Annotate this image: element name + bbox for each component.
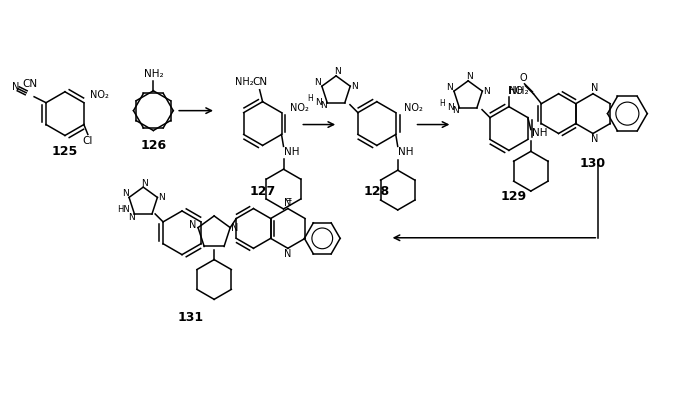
Text: NH₂: NH₂: [509, 86, 528, 96]
Text: N: N: [452, 106, 458, 115]
Text: N: N: [592, 83, 598, 93]
Text: N: N: [12, 82, 19, 92]
Text: N: N: [351, 82, 358, 91]
Text: N: N: [320, 101, 327, 110]
Text: 128: 128: [364, 184, 390, 197]
Text: N: N: [284, 197, 292, 208]
Text: N: N: [334, 67, 340, 76]
Text: 125: 125: [52, 145, 78, 158]
Text: CN: CN: [252, 77, 267, 87]
Text: N: N: [122, 189, 129, 198]
Text: N: N: [592, 135, 598, 144]
Text: CN: CN: [22, 79, 38, 89]
Text: N: N: [141, 179, 148, 188]
Text: Cl: Cl: [83, 136, 93, 146]
Text: N: N: [315, 98, 321, 107]
Text: NH: NH: [284, 147, 299, 157]
Text: NH₂: NH₂: [235, 77, 254, 87]
Text: H: H: [307, 94, 313, 103]
Text: NO₂: NO₂: [290, 103, 309, 113]
Text: N: N: [158, 193, 164, 202]
Text: H: H: [440, 99, 445, 108]
Text: NO₂: NO₂: [404, 103, 423, 113]
Text: NH₂: NH₂: [144, 69, 163, 79]
Text: NH: NH: [532, 129, 547, 138]
Text: 127: 127: [249, 184, 276, 197]
Text: 126: 126: [140, 139, 167, 152]
Text: N: N: [447, 83, 454, 92]
Text: HN: HN: [117, 206, 130, 215]
Text: N: N: [483, 86, 490, 95]
Text: NO₂: NO₂: [90, 90, 109, 100]
Text: N: N: [284, 249, 292, 259]
Text: N: N: [128, 213, 135, 222]
Text: 131: 131: [178, 311, 204, 324]
Text: O: O: [519, 73, 527, 83]
Text: N: N: [190, 220, 197, 230]
Text: NH: NH: [398, 147, 414, 157]
Text: N: N: [466, 72, 472, 81]
Text: 130: 130: [580, 157, 606, 170]
Text: 129: 129: [500, 190, 527, 202]
Text: =: =: [286, 195, 292, 204]
Text: N: N: [447, 103, 454, 112]
Text: HO: HO: [508, 86, 523, 96]
Text: N: N: [314, 78, 321, 86]
Text: N: N: [232, 223, 239, 233]
